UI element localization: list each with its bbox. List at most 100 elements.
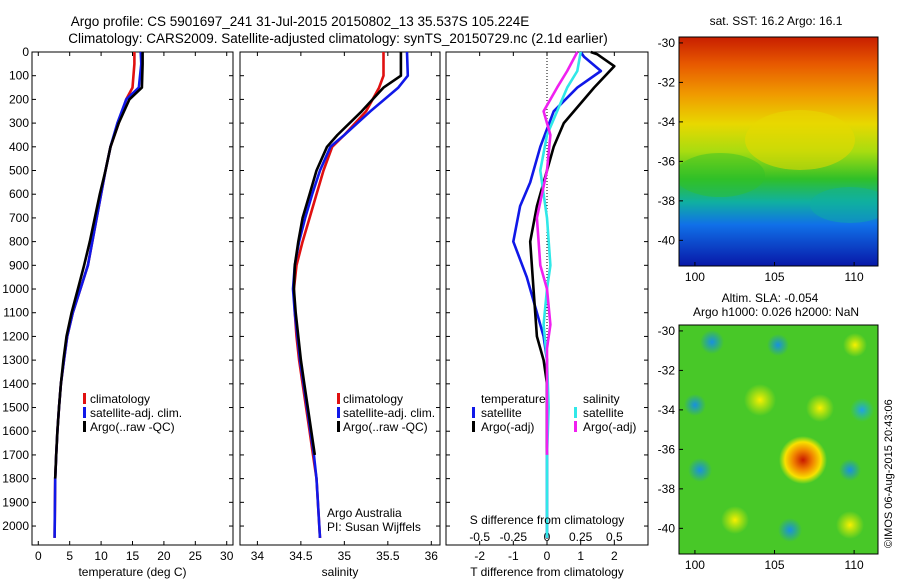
legend-title-temperature: temperature	[481, 392, 546, 406]
x-axis-label: T difference from climatology	[470, 565, 624, 579]
sla-map-title: Altim. SLA: -0.054	[722, 291, 819, 305]
sla-low-anomaly	[850, 398, 874, 422]
y-tick-label: -34	[658, 115, 676, 129]
y-tick-label: 2000	[2, 519, 29, 533]
y-tick-label: 1600	[2, 424, 29, 438]
top-x-tick-label: 0.5	[606, 530, 623, 544]
y-tick-label: -32	[658, 363, 676, 377]
y-tick-label: 0	[22, 45, 29, 59]
plot-frame	[31, 51, 234, 546]
sla-high-anomaly	[779, 436, 827, 484]
y-tick-label: 1200	[2, 329, 29, 343]
y-tick-label: -30	[658, 36, 676, 50]
x-tick-label: 100	[685, 558, 705, 572]
x-tick-label: 34	[251, 549, 265, 563]
sst-map	[679, 37, 878, 266]
x-tick-label: 2	[611, 549, 618, 563]
salinity-legend: climatology satellite-adj. clim. Argo(..…	[327, 392, 435, 534]
sst-map-axes: 100 105 110 -30 -32 -34 -36 -38 -40	[658, 36, 864, 284]
figure-title-line1: Argo profile: CS 5901697_241 31-Jul-2015…	[71, 14, 530, 29]
series-line-sal-argo	[535, 51, 579, 455]
y-tick-label: 300	[9, 116, 29, 130]
top-x-tick-label: 0.25	[569, 530, 593, 544]
sla-map-axes: 100 105 110 -30 -32 -34 -36 -38 -40	[658, 324, 864, 572]
x-tick-label: 5	[66, 549, 73, 563]
x-tick-label: 1	[577, 549, 584, 563]
y-tick-label: 1500	[2, 401, 29, 415]
sla-low-anomaly	[767, 334, 789, 356]
temperature-panel: 0 5 10 15 20 25 30 temperature (deg C) 0 100 200 30…	[2, 45, 233, 579]
x-tick-label: 25	[189, 549, 203, 563]
x-tick-label: 0	[35, 549, 42, 563]
legend-label-satellite: satellite-adj. clim.	[90, 406, 182, 420]
sla-map-frame	[678, 324, 879, 555]
sla-low-anomaly	[688, 458, 712, 482]
x-tick-label: -1	[508, 549, 519, 563]
legend-label-climatology: climatology	[343, 392, 403, 406]
y-tick-label: -36	[658, 154, 676, 168]
sla-high-anomaly	[744, 384, 776, 416]
sla-low-anomaly	[700, 330, 724, 354]
legend-swatch-argo	[83, 421, 86, 432]
plot-frame	[239, 51, 441, 546]
x-tick-label: 34.5	[289, 549, 313, 563]
legend-swatch-climatology	[83, 393, 86, 404]
sst-green-patch	[679, 153, 765, 197]
y-tick-label: -30	[658, 324, 676, 338]
copyright-stamp: ©IMOS 06-Aug-2015 20:43:06	[883, 399, 895, 548]
y-tick-label: 1900	[2, 495, 29, 509]
x-axis-label: temperature (deg C)	[78, 565, 186, 579]
y-tick-label: -34	[658, 403, 676, 417]
sst-cold-patch	[810, 187, 878, 223]
legend-label-climatology: climatology	[90, 392, 150, 406]
series-line-argo	[53, 52, 144, 479]
x-tick-label: 110	[845, 270, 864, 284]
y-tick-label: 1300	[2, 353, 29, 367]
legend-swatch-temp-satellite	[472, 407, 475, 418]
legend-label-temp-argo: Argo(-adj)	[481, 420, 534, 434]
sla-map	[679, 325, 878, 554]
x-tick-label: -2	[474, 549, 485, 563]
y-tick-label: 1000	[2, 282, 29, 296]
y-tick-label: 900	[9, 258, 29, 272]
difference-panel: -2 -1 0 1 2-0.5 -0.25 0 0.25 0.5T difference fro…	[445, 50, 649, 579]
legend-swatch-satellite	[83, 407, 86, 418]
x-tick-label: 36	[425, 549, 439, 563]
pi-label: PI: Susan Wijffels	[327, 520, 421, 534]
y-tick-label: -32	[658, 75, 676, 89]
x-axis-label: salinity	[322, 565, 359, 579]
y-tick-label: 1100	[3, 306, 29, 320]
x-tick-label: 20	[157, 549, 171, 563]
y-tick-label: 800	[9, 235, 29, 249]
legend-swatch-sal-argo	[574, 421, 577, 432]
y-tick-label: -36	[658, 442, 676, 456]
y-tick-label: 100	[9, 69, 29, 83]
y-tick-label: 1400	[2, 377, 29, 391]
sla-low-anomaly	[839, 459, 861, 481]
legend-label-temp-satellite: satellite	[481, 406, 522, 420]
series-line-satellite	[511, 51, 603, 538]
sst-map-frame	[678, 36, 879, 267]
series-line-satellite	[53, 51, 143, 538]
argo-australia-label: Argo Australia	[327, 506, 402, 520]
difference-legend: temperature salinity satellite Argo(-adj…	[470, 392, 637, 527]
legend-swatch-argo	[337, 421, 340, 432]
series-line-argo	[292, 52, 403, 456]
x-tick-label: 15	[126, 549, 140, 563]
legend-swatch-sal-satellite	[574, 407, 577, 418]
top-axis-label: S difference from climatology	[470, 513, 625, 527]
top-x-tick-label: -0.5	[469, 530, 490, 544]
y-tick-label: 1700	[2, 448, 29, 462]
sla-low-anomaly	[778, 518, 802, 542]
temperature-legend: climatology satellite-adj. clim. Argo(..…	[83, 392, 182, 434]
series-line-climatology	[292, 52, 385, 538]
x-tick-label: 105	[765, 270, 785, 284]
legend-swatch-climatology	[337, 393, 340, 404]
legend-label-argo: Argo(..raw -QC)	[343, 420, 428, 434]
series-line-sal-satellite	[538, 51, 582, 538]
y-tick-label: -40	[658, 233, 676, 247]
sst-map-title: sat. SST: 16.2 Argo: 16.1	[710, 14, 843, 28]
legend-swatch-temp-argo	[472, 421, 475, 432]
y-tick-label: 600	[9, 187, 29, 201]
